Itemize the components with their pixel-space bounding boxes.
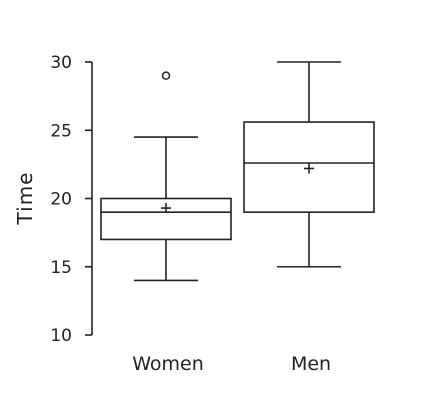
women-box — [100, 197, 232, 241]
y-tick-label-25: 25 — [50, 121, 72, 141]
y-tick-label-15: 15 — [50, 258, 72, 278]
women-outlier-0 — [161, 71, 171, 80]
y-axis-label: Time — [13, 172, 37, 226]
y-tick-label-20: 20 — [50, 190, 72, 210]
plot-area: 10 15 20 25 30 Women Men — [50, 53, 375, 375]
category-label-women: Women — [132, 353, 204, 375]
category-label-men: Men — [291, 353, 331, 375]
y-tick-label-10: 10 — [50, 326, 72, 346]
y-tick-label-30: 30 — [50, 53, 72, 73]
men-box — [243, 121, 375, 213]
